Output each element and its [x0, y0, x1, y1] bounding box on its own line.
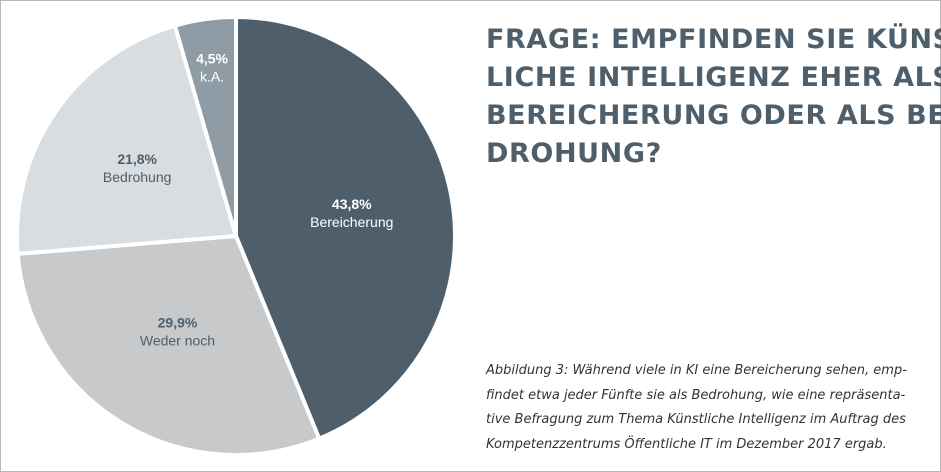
pie-slice	[234, 15, 457, 441]
slice-value-label: 43,8%	[332, 196, 372, 212]
slice-value-label: 4,5%	[196, 51, 228, 67]
caption-line: tive Befragung zum Thema Künstliche Inte…	[486, 412, 906, 427]
pie-slice	[172, 15, 238, 238]
figure-caption: Abbildung 3: Während viele in KI eine Be…	[486, 359, 926, 457]
chart-title: FRAGE: EMPFINDEN SIE KÜNST- LICHE INTELL…	[486, 21, 941, 173]
slice-value-label: 21,8%	[117, 151, 157, 167]
title-line: FRAGE: EMPFINDEN SIE KÜNST-	[486, 24, 941, 55]
slice-category-label: k.A.	[200, 69, 224, 85]
caption-line: Abbildung 3: Während viele in KI eine Be…	[486, 363, 907, 378]
caption-line: findet etwa jeder Fünfte sie als Bedrohu…	[486, 387, 906, 403]
pie-slice	[15, 23, 238, 256]
title-line: DROHUNG?	[486, 138, 662, 169]
slice-value-label: 29,9%	[158, 314, 198, 330]
slice-category-label: Bereicherung	[310, 214, 393, 230]
pie-chart: 43,8% Bereicherung 29,9% Weder noch 21,8% Bed…	[15, 15, 457, 457]
slice-category-label: Weder noch	[140, 332, 215, 348]
pie-slice	[15, 234, 322, 457]
title-line: LICHE INTELLIGENZ EHER ALS	[486, 62, 941, 93]
slice-category-label: Bedrohung	[103, 169, 172, 185]
title-line: BEREICHERUNG ODER ALS BE-	[486, 100, 941, 131]
caption-line: Kompetenzzentrums Öffentliche IT im Deze…	[486, 436, 887, 452]
